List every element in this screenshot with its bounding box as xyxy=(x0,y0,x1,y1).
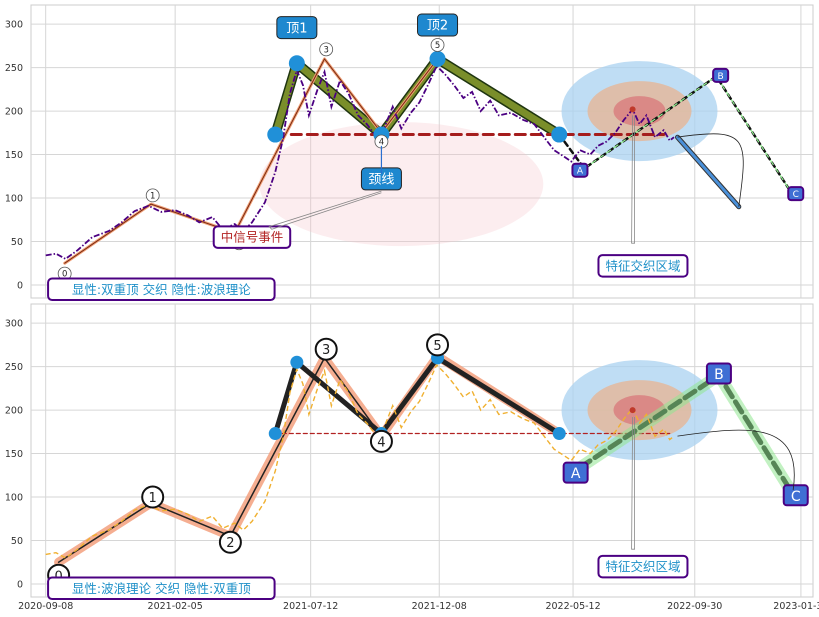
wave-label-circle xyxy=(218,530,242,554)
wave-letter-label: B xyxy=(718,72,724,82)
annotation-text: 显性:波浪理论 交织 隐性:双重顶 xyxy=(72,581,251,596)
zone-arrow xyxy=(631,115,635,244)
annotation-text: 顶2 xyxy=(427,19,448,34)
y-tick-label: 50 xyxy=(11,536,23,547)
pattern-line-blue-thick xyxy=(676,135,741,209)
wave-letter-box xyxy=(782,484,809,507)
pattern-line-thin-brown xyxy=(64,58,438,264)
annotation-box xyxy=(276,16,318,40)
annotation-box xyxy=(597,254,689,278)
wave-label-circle xyxy=(430,38,445,52)
wave-label-circle xyxy=(145,188,160,203)
key-point xyxy=(552,427,566,441)
y-tick-label: 0 xyxy=(17,280,23,291)
wave-label-circle xyxy=(319,42,334,57)
y-tick-label: 250 xyxy=(5,362,23,373)
annotation-box xyxy=(597,554,689,579)
y-tick-label: 100 xyxy=(5,194,23,205)
wave-label: 1 xyxy=(150,191,155,201)
wave-letter-box xyxy=(562,461,589,484)
wave-letter-label: B xyxy=(714,367,724,383)
x-tick-label: 2021-07-12 xyxy=(283,601,338,612)
y-tick-label: 250 xyxy=(5,63,23,74)
y-tick-label: 300 xyxy=(5,20,23,31)
x-tick-label: 2021-02-05 xyxy=(148,601,203,612)
y-tick-label: 200 xyxy=(5,107,23,118)
x-tick-label: 2020-09-08 xyxy=(18,601,73,612)
projection-arc xyxy=(677,429,795,491)
annotation-text: 显性:双重顶 交织 隐性:波浪理论 xyxy=(72,282,251,297)
wave-label-circle xyxy=(141,485,165,509)
wave-label: 5 xyxy=(435,41,440,51)
wave-letter-box xyxy=(571,162,589,178)
wave-label: 3 xyxy=(323,45,328,55)
zone-center-marker xyxy=(629,407,636,414)
y-tick-label: 150 xyxy=(5,150,23,161)
wave-label: 4 xyxy=(379,138,384,148)
wave-label: 4 xyxy=(377,435,385,450)
pattern-line-green-dashed xyxy=(583,75,793,194)
zone-center-marker xyxy=(629,106,636,113)
wave-letter-label: A xyxy=(577,167,584,177)
annotation-text: 中信号事件 xyxy=(221,230,284,245)
key-point xyxy=(267,126,284,143)
wave-label: 0 xyxy=(62,270,67,280)
annotation-text: 特征交织区域 xyxy=(605,559,680,574)
key-point xyxy=(551,126,568,143)
key-point xyxy=(290,355,304,369)
wave-letter-box xyxy=(705,362,732,385)
y-tick-label: 0 xyxy=(17,579,23,590)
wave-letter-label: A xyxy=(571,466,581,482)
x-tick-label: 2023-01-31 xyxy=(773,601,819,612)
bottom-panel: 0 50 100 150 200 250 300 2020-09-08 2021-02-05 20… xyxy=(5,303,819,612)
annotation-box xyxy=(212,225,292,249)
y-tick-label: 300 xyxy=(5,319,23,330)
annotation-text: 特征交织区域 xyxy=(605,258,680,273)
wave-letter-label: C xyxy=(793,190,799,200)
wave-label: 3 xyxy=(322,343,330,358)
wave-letter-label: C xyxy=(791,489,801,505)
wave-label-circle xyxy=(426,333,450,357)
top-panel: 050100150200250300012345ABC顶1顶2颈线中信号事件特征… xyxy=(5,4,814,302)
zone-arrow xyxy=(631,416,635,550)
annotation-box xyxy=(47,576,276,601)
y-tick-label: 50 xyxy=(11,237,23,248)
projection-arc xyxy=(677,133,744,207)
signal-arrow xyxy=(268,190,382,230)
wave-label-circle xyxy=(314,337,338,361)
y-tick-label: 200 xyxy=(5,406,23,417)
wave-letter-box xyxy=(787,186,805,202)
x-tick-label: 2022-05-12 xyxy=(545,601,600,612)
wave-label: 2 xyxy=(226,536,234,551)
x-tick-label: 2022-09-30 xyxy=(667,601,722,612)
x-tick-label: 2021-12-08 xyxy=(412,601,467,612)
wave-label: 1 xyxy=(149,491,157,506)
key-point xyxy=(288,55,305,72)
annotation-box xyxy=(47,277,276,302)
annotation-text: 颈线 xyxy=(368,173,394,188)
key-point xyxy=(268,427,282,441)
y-tick-label: 150 xyxy=(5,449,23,460)
wave-label-circle xyxy=(369,429,393,453)
y-tick-label: 100 xyxy=(5,493,23,504)
annotation-box xyxy=(417,13,459,37)
interlace-zone-inner xyxy=(613,96,666,127)
price-series-line xyxy=(45,363,675,559)
annotation-text: 顶1 xyxy=(286,21,307,36)
wave-label: 5 xyxy=(433,339,441,354)
wave-letter-box xyxy=(712,67,730,83)
key-point xyxy=(429,50,446,67)
